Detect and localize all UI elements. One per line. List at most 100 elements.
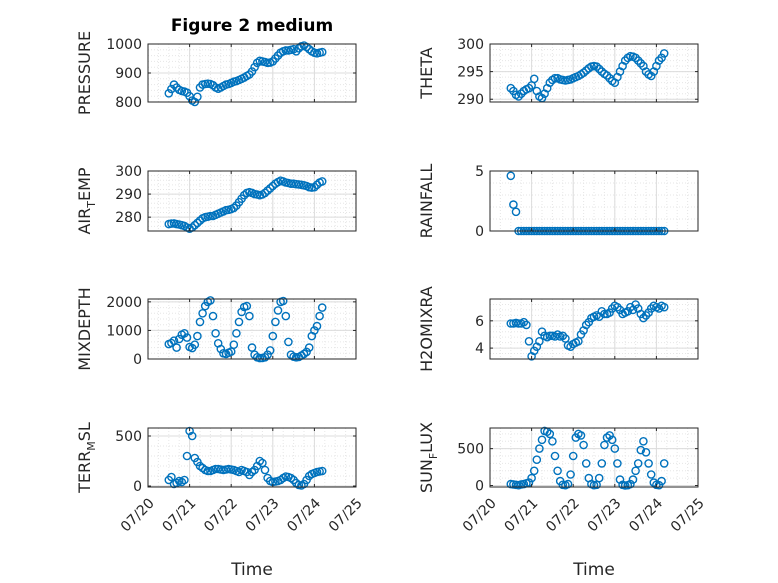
- data-point: [245, 311, 254, 321]
- data-point: [310, 182, 319, 192]
- y-tick-label: 290: [115, 187, 142, 203]
- y-tick-label: 2000: [106, 295, 142, 311]
- data-point: [522, 320, 531, 330]
- y-tick-label: 4: [475, 341, 484, 357]
- data-point: [208, 311, 218, 321]
- data-point: [602, 433, 612, 442]
- x-tick-label: 07/23: [243, 495, 283, 535]
- data-point: [260, 352, 270, 362]
- data-point: [190, 220, 200, 230]
- subplot-grid: 800 900 1000 PRESSURE 290 295 300 THETA 280 290 30…: [75, 31, 708, 535]
- data-point: [273, 306, 283, 315]
- data-point: [200, 301, 210, 311]
- x-tick-label: 07/23: [585, 495, 625, 535]
- data-point: [529, 466, 539, 476]
- data-point: [317, 466, 327, 476]
- x-tick-label: 07/20: [460, 495, 500, 535]
- data-point: [639, 436, 648, 446]
- data-point: [527, 473, 536, 483]
- data-point: [532, 455, 542, 465]
- data-point: [633, 56, 643, 65]
- y-tick-label: 900: [115, 66, 142, 82]
- data-point: [242, 301, 252, 311]
- data-point: [594, 64, 604, 74]
- data-point: [281, 311, 291, 321]
- data-point: [250, 62, 259, 72]
- data-point: [535, 444, 544, 453]
- x-tick-label: 07/24: [284, 495, 324, 535]
- data-point: [579, 440, 588, 450]
- data-point: [317, 177, 327, 186]
- y-axis-label: RAINFALL: [417, 164, 436, 239]
- data-point: [216, 344, 226, 354]
- subplot-pressure: 800 900 1000 PRESSURE: [75, 31, 357, 115]
- data-point: [659, 302, 669, 312]
- data-point: [646, 470, 656, 479]
- x-tick-label: 07/21: [160, 495, 200, 535]
- plot-area: [490, 428, 698, 487]
- x-tick-label: 07/22: [201, 495, 241, 535]
- data-point: [211, 464, 220, 474]
- x-tick-label: 07/20: [118, 495, 158, 535]
- data-point: [304, 343, 314, 352]
- data-point: [602, 71, 612, 80]
- data-point: [260, 188, 270, 198]
- data-point: [193, 218, 202, 228]
- data-point: [247, 343, 257, 352]
- data-point: [506, 171, 516, 181]
- data-point: [278, 296, 288, 306]
- y-axis-label: AIRTEMP: [75, 167, 98, 234]
- data-point: [568, 451, 578, 461]
- data-point: [315, 311, 324, 321]
- x-tick-label: 07/24: [626, 495, 666, 535]
- data-point: [260, 465, 270, 475]
- data-point: [633, 459, 643, 468]
- x-tick-label: 07/22: [543, 495, 583, 535]
- y-tick-label: 5: [475, 164, 484, 180]
- subplot-air-temp: 280 290 300 AIRTEMP: [75, 164, 357, 235]
- data-point: [581, 320, 591, 330]
- y-axis-label: TERRMSL: [75, 422, 98, 494]
- data-point: [247, 67, 257, 76]
- subplot-rainfall: 0 5 RAINFALL: [417, 164, 699, 240]
- y-axis-label: H2OMIXRA: [417, 286, 436, 372]
- y-axis-label: SUNFLUX: [417, 422, 440, 493]
- data-point: [524, 478, 534, 487]
- data-point: [234, 317, 244, 327]
- data-point: [172, 343, 181, 352]
- subplot-sun-flux: 0 500 07/20 07/21 07/22 07/23 07/24 07/25 SUNFLU…: [417, 422, 708, 535]
- data-point: [182, 333, 192, 342]
- data-point: [558, 331, 568, 341]
- data-point: [545, 429, 555, 439]
- data-point: [639, 313, 648, 323]
- axes-box: [147, 298, 357, 360]
- data-point: [206, 211, 215, 221]
- data-point: [657, 53, 666, 63]
- data-point: [537, 435, 547, 445]
- data-point: [310, 326, 319, 335]
- data-point: [302, 42, 311, 52]
- data-point: [657, 476, 666, 486]
- y-tick-label: 500: [457, 442, 484, 458]
- data-point: [545, 331, 555, 341]
- data-point: [581, 459, 591, 468]
- data-point: [263, 186, 272, 195]
- y-tick-label: 300: [115, 164, 142, 180]
- data-point: [509, 200, 518, 209]
- data-point: [265, 346, 275, 355]
- subplot-theta: 290 295 300 THETA: [417, 37, 699, 108]
- data-point: [193, 331, 202, 341]
- data-point: [312, 321, 322, 331]
- data-point: [610, 444, 620, 453]
- data-point: [187, 431, 197, 441]
- data-point: [607, 435, 617, 445]
- data-point: [535, 336, 544, 346]
- data-point: [317, 47, 327, 57]
- data-point: [167, 338, 176, 348]
- y-tick-label: 1000: [106, 37, 142, 53]
- axes-box: [489, 298, 699, 360]
- data-point: [613, 302, 622, 312]
- x-axis-label-right: Time: [572, 560, 615, 580]
- data-point: [605, 431, 614, 440]
- data-point: [641, 447, 651, 457]
